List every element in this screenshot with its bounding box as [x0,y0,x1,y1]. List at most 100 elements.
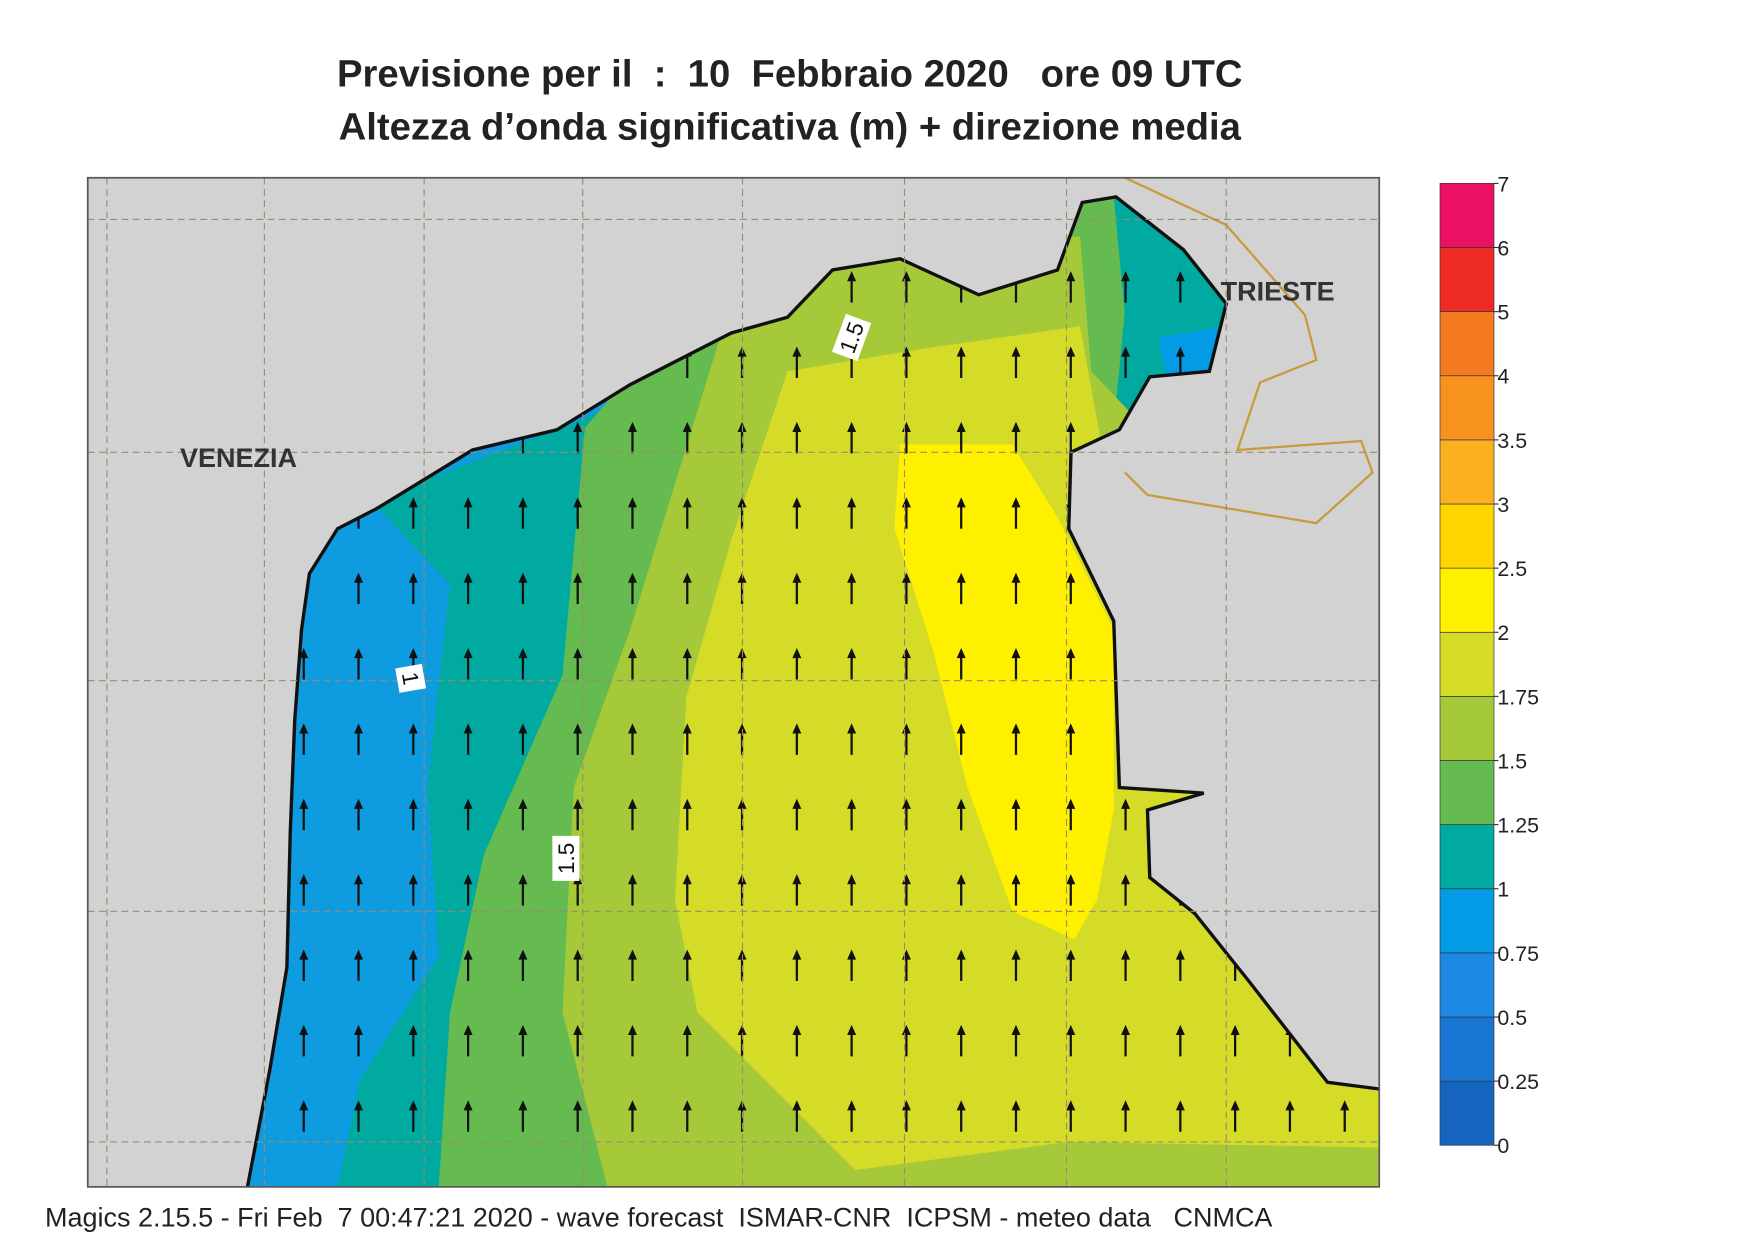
arrow-head [1066,949,1076,960]
arrow [463,497,473,529]
arrow [956,723,966,755]
arrow [573,497,583,529]
arrow [792,648,802,680]
arrow-head [956,648,966,659]
arrow [847,949,857,981]
arrow [299,723,309,755]
place-label: TRIESTE [1221,276,1335,306]
arrow-head [1066,572,1076,583]
arrow-head [1011,421,1021,432]
colorbar-box [1439,247,1495,312]
arrow-head [682,572,692,583]
arrow-head [408,1024,418,1035]
arrow [299,1100,309,1132]
arrow-head [1175,949,1185,960]
arrow [792,874,802,906]
arrow [1175,1100,1185,1132]
arrow [792,1100,802,1132]
arrow [408,949,418,981]
arrow-head [463,949,473,960]
arrow [1011,798,1021,831]
arrow [1011,949,1021,981]
arrow [792,421,802,454]
arrow-head [573,949,583,960]
arrow [408,874,418,906]
arrow-head [573,497,583,508]
arrow [354,949,364,981]
arrow-head [1011,874,1021,885]
arrow-head [792,421,802,432]
arrow [299,648,309,680]
arrow [901,1100,911,1132]
arrow [1066,798,1076,831]
arrow [1121,798,1131,831]
arrow [354,723,364,755]
arrow [463,798,473,831]
arrow [1121,949,1131,981]
colorbar-label: 1.25 [1497,814,1539,838]
colorbar-label: 0 [1497,1134,1509,1158]
colorbar-label: 2 [1497,621,1509,645]
arrow [847,874,857,906]
arrow-head [1011,949,1021,960]
arrow-head [1066,648,1076,659]
arrow-head [1285,1100,1295,1111]
arrow-head [1011,798,1021,809]
arrow-head [627,949,637,960]
arrow-head [956,949,966,960]
arrow-head [682,1024,692,1035]
arrow-head [408,572,418,583]
arrow [408,1100,418,1132]
arrow [463,1100,473,1132]
arrow-head [463,1100,473,1111]
colorbar-box [1439,760,1495,825]
arrow-head [901,1100,911,1111]
arrow [1011,497,1021,529]
colorbar-label: 2.5 [1497,557,1527,581]
arrow-head [792,346,802,357]
arrow-head [299,798,309,809]
grid-lines [87,177,1380,1187]
colorbar-box [1439,1080,1495,1146]
arrow [573,648,583,680]
arrow [627,1024,637,1057]
arrow [1011,723,1021,755]
arrow-head [627,1100,637,1111]
arrow [847,723,857,755]
arrow-head [299,723,309,734]
arrow [682,798,692,831]
arrow-head [1121,874,1131,885]
arrow-head [518,648,528,659]
arrow-head [1066,1024,1076,1035]
arrow [408,1024,418,1057]
arrow [847,648,857,680]
arrow-head [792,949,802,960]
arrow [956,421,966,454]
arrow [354,1024,364,1057]
arrow [1011,346,1021,378]
arrow-head [299,1100,309,1111]
arrow [1121,1100,1131,1132]
arrow [792,1024,802,1057]
arrow-head [627,572,637,583]
arrow-head [1230,1024,1240,1035]
arrow [573,798,583,831]
arrow-head [627,798,637,809]
arrow-head [1121,271,1131,282]
arrow-head [1121,949,1131,960]
arrow-head [847,1024,857,1035]
arrow [682,1100,692,1132]
arrow-head [408,648,418,659]
arrow-head [518,723,528,734]
arrow [1066,271,1076,303]
arrow-head [1066,271,1076,282]
contour-label: 1.5 [552,835,580,881]
arrow-head [956,497,966,508]
colorbar-box [1439,952,1495,1018]
arrow-head [463,798,473,809]
colorbar-box [1439,311,1495,377]
arrow [1011,648,1021,680]
arrow-head [737,1024,747,1035]
arrow-head [956,572,966,583]
